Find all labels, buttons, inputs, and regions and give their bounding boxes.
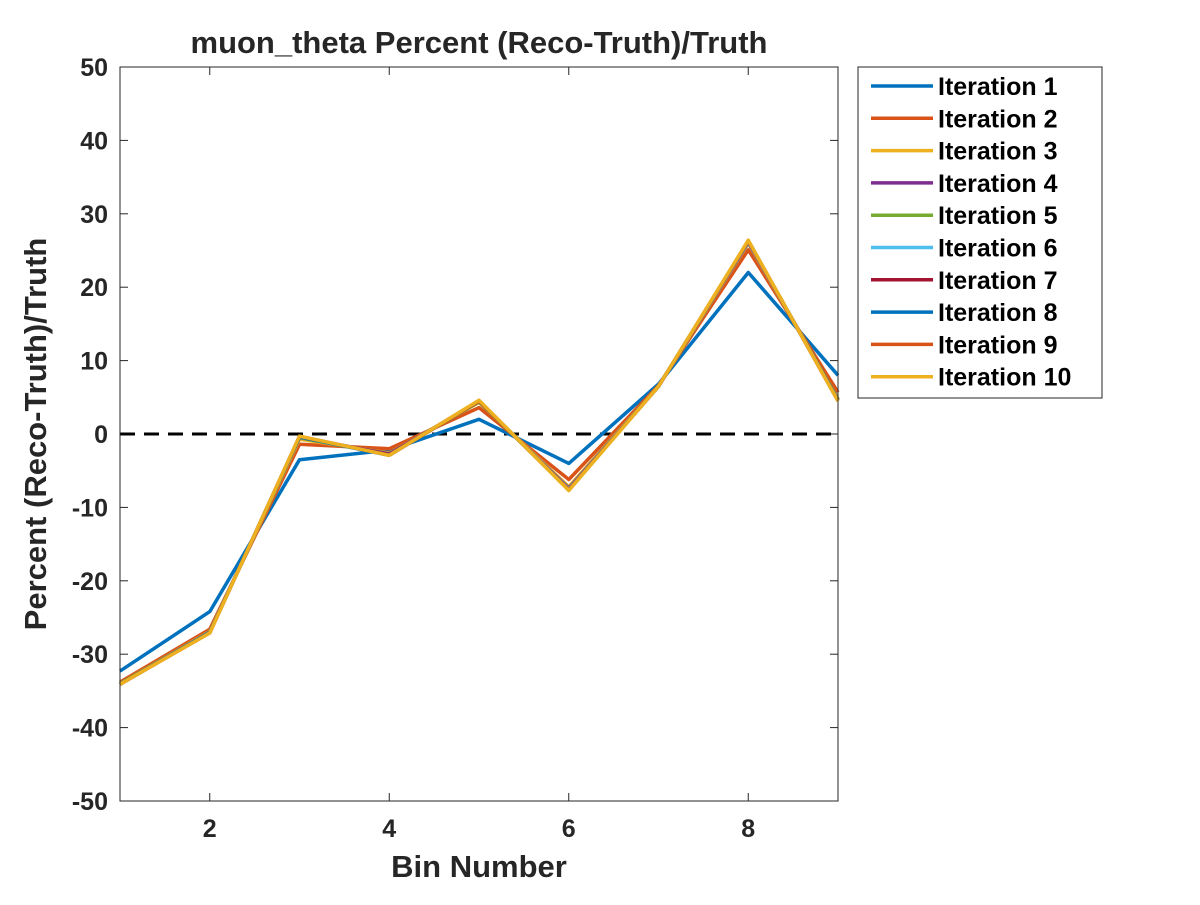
y-tick-label: 50 bbox=[80, 54, 108, 82]
y-axis-label: Percent (Reco-Truth)/Truth bbox=[18, 238, 53, 631]
y-tick-label: -50 bbox=[72, 788, 108, 816]
y-tick-label: 20 bbox=[80, 274, 108, 302]
chart-title: muon_theta Percent (Reco-Truth)/Truth bbox=[191, 25, 768, 60]
legend-label: Iteration 9 bbox=[938, 331, 1057, 359]
x-axis-ticks: 2 4 6 8 bbox=[203, 67, 755, 843]
y-tick-label: -20 bbox=[72, 568, 108, 596]
series-line-iteration-10 bbox=[119, 238, 840, 686]
y-tick-label: -10 bbox=[72, 494, 108, 522]
y-tick-label: -30 bbox=[72, 641, 108, 669]
legend-label: Iteration 6 bbox=[938, 235, 1057, 263]
y-tick-label: 0 bbox=[94, 421, 108, 449]
series-line-iteration-1 bbox=[119, 270, 840, 673]
legend-label: Iteration 5 bbox=[938, 202, 1058, 230]
y-tick-label: 40 bbox=[80, 127, 108, 155]
legend-label: Iteration 4 bbox=[938, 170, 1058, 198]
legend-label: Iteration 1 bbox=[938, 73, 1058, 101]
legend[interactable]: Iteration 1 Iteration 2 Iteration 3 Iterati… bbox=[857, 66, 1103, 399]
x-axis-label: Bin Number bbox=[391, 849, 567, 884]
legend-label: Iteration 2 bbox=[938, 105, 1057, 133]
plot-frame bbox=[119, 66, 839, 802]
x-tick-label: 8 bbox=[741, 815, 755, 843]
legend-label: Iteration 7 bbox=[938, 267, 1057, 295]
legend-label: Iteration 8 bbox=[938, 299, 1058, 327]
y-tick-label: 30 bbox=[80, 201, 108, 229]
y-axis-ticks: -50 -40 -30 -20 -10 0 10 20 30 40 50 bbox=[72, 54, 838, 816]
x-tick-label: 2 bbox=[203, 815, 217, 843]
y-tick-label: -40 bbox=[72, 715, 108, 743]
legend-label: Iteration 10 bbox=[938, 364, 1071, 392]
y-tick-label: 10 bbox=[80, 348, 108, 376]
x-tick-label: 4 bbox=[382, 815, 396, 843]
series-lines bbox=[119, 238, 840, 686]
legend-label: Iteration 3 bbox=[938, 138, 1057, 166]
plot-area bbox=[120, 67, 838, 801]
x-tick-label: 6 bbox=[562, 815, 576, 843]
